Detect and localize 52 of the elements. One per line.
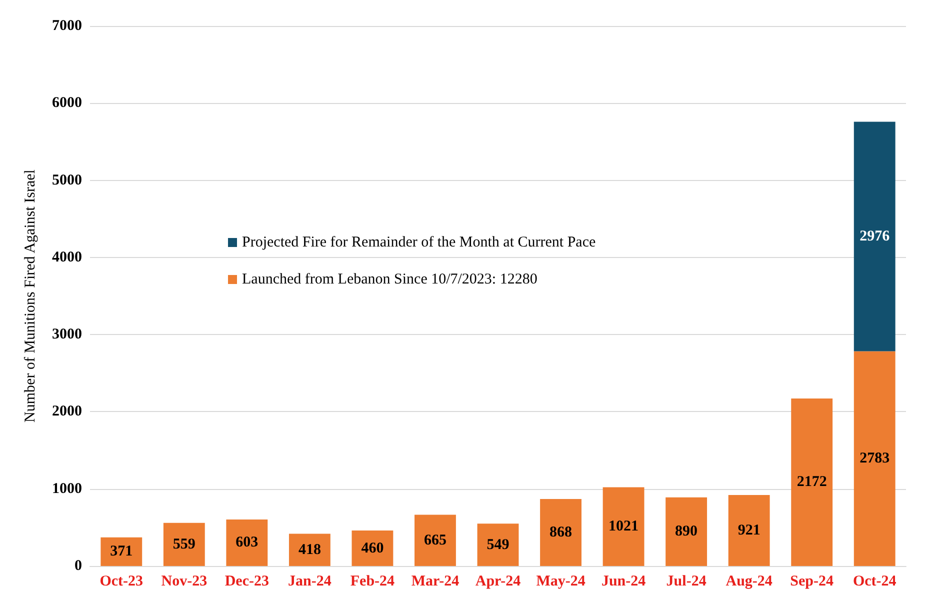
x-tick-label: Jun-24 — [601, 574, 646, 590]
x-tick-label: Oct-24 — [852, 574, 897, 590]
bar — [226, 519, 268, 566]
x-tick-label: Mar-24 — [411, 574, 460, 590]
legend-label: Projected Fire for Remainder of the Month at Current Pace — [242, 234, 596, 250]
data-label: 2783 — [860, 450, 890, 467]
bar — [163, 522, 205, 566]
x-tick-label: Jan-24 — [288, 574, 332, 590]
data-label: 890 — [675, 524, 698, 540]
x-tick-label: May-24 — [536, 574, 586, 590]
x-tick-label: Nov-23 — [161, 574, 208, 590]
y-tick-label: 3000 — [52, 326, 82, 343]
data-label: 665 — [424, 532, 446, 548]
bar — [666, 497, 708, 566]
bar — [540, 499, 582, 566]
x-tick-label: Jul-24 — [666, 574, 707, 590]
y-tick-label: 4000 — [52, 249, 82, 266]
y-tick-label: 6000 — [52, 95, 82, 112]
data-label: 1021 — [608, 518, 639, 535]
bar — [477, 524, 519, 566]
bar — [602, 487, 644, 566]
x-tick-label: Aug-24 — [726, 574, 773, 590]
y-tick-label: 7000 — [52, 18, 82, 34]
data-label: 371 — [110, 544, 133, 560]
data-label: 603 — [236, 534, 258, 551]
data-label: 549 — [486, 536, 510, 553]
y-tick-label: 0 — [74, 558, 82, 574]
bar — [854, 351, 896, 566]
bar — [352, 530, 394, 566]
x-tick-label: Oct-23 — [100, 574, 144, 590]
y-tick-label: 2000 — [52, 404, 82, 420]
bar — [854, 122, 896, 352]
data-label: 2976 — [860, 228, 890, 245]
bar — [728, 494, 770, 566]
data-label: 2172 — [796, 474, 827, 490]
bar — [791, 398, 833, 566]
y-tick-label: 5000 — [52, 172, 82, 188]
legend-label: Launched from Lebanon Since 10/7/2023: 12280 — [242, 272, 538, 288]
y-axis-title: Number of Munitions Fired Against Israel — [22, 170, 38, 422]
bar — [100, 537, 142, 566]
bar — [288, 534, 330, 566]
bar — [414, 514, 456, 566]
data-label: 418 — [298, 542, 321, 558]
data-label: 460 — [361, 540, 384, 556]
y-tick-label: 1000 — [52, 480, 82, 497]
x-tick-label: Dec-23 — [224, 574, 269, 590]
x-tick-label: Sep-24 — [790, 574, 834, 590]
data-label: 921 — [738, 522, 760, 538]
data-label: 868 — [550, 524, 572, 541]
data-label: 559 — [172, 536, 196, 552]
x-tick-label: Feb-24 — [350, 574, 396, 590]
x-tick-label: Apr-24 — [475, 574, 522, 590]
